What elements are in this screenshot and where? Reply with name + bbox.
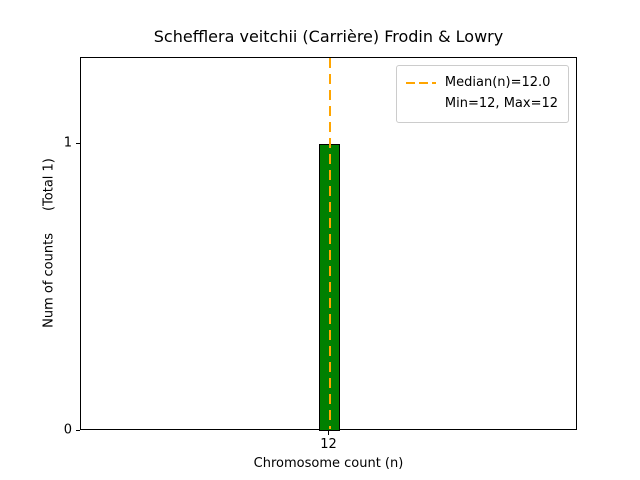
x-tick-label: 12 bbox=[320, 437, 337, 452]
legend-spacer bbox=[406, 103, 436, 105]
plot-area: Median(n)=12.0 Min=12, Max=12 bbox=[80, 57, 577, 431]
x-tick-mark bbox=[328, 431, 329, 435]
legend-minmax-label: Min=12, Max=12 bbox=[444, 95, 558, 111]
median-line bbox=[328, 58, 331, 429]
legend-row-median: Median(n)=12.0 bbox=[405, 73, 558, 94]
legend: Median(n)=12.0 Min=12, Max=12 bbox=[395, 65, 569, 123]
y-tick-mark-1 bbox=[76, 142, 80, 144]
y-axis-label-text: Num of counts bbox=[41, 233, 57, 328]
legend-median-label: Median(n)=12.0 bbox=[444, 75, 551, 90]
legend-row-minmax: Min=12, Max=12 bbox=[406, 94, 558, 115]
y-tick-label-0: 0 bbox=[63, 422, 72, 438]
median-line-swatch bbox=[405, 82, 436, 85]
y-tick-label-1: 1 bbox=[63, 135, 72, 151]
chart-title: Schefflera veitchii (Carrière) Frodin & … bbox=[153, 27, 504, 46]
y-axis-total-text: (Total 1) bbox=[41, 158, 57, 212]
y-tick-mark-0 bbox=[76, 429, 80, 431]
x-axis-label: Chromosome count (n) bbox=[253, 456, 404, 471]
y-axis-label: Num of counts (Total 1) bbox=[42, 158, 57, 328]
